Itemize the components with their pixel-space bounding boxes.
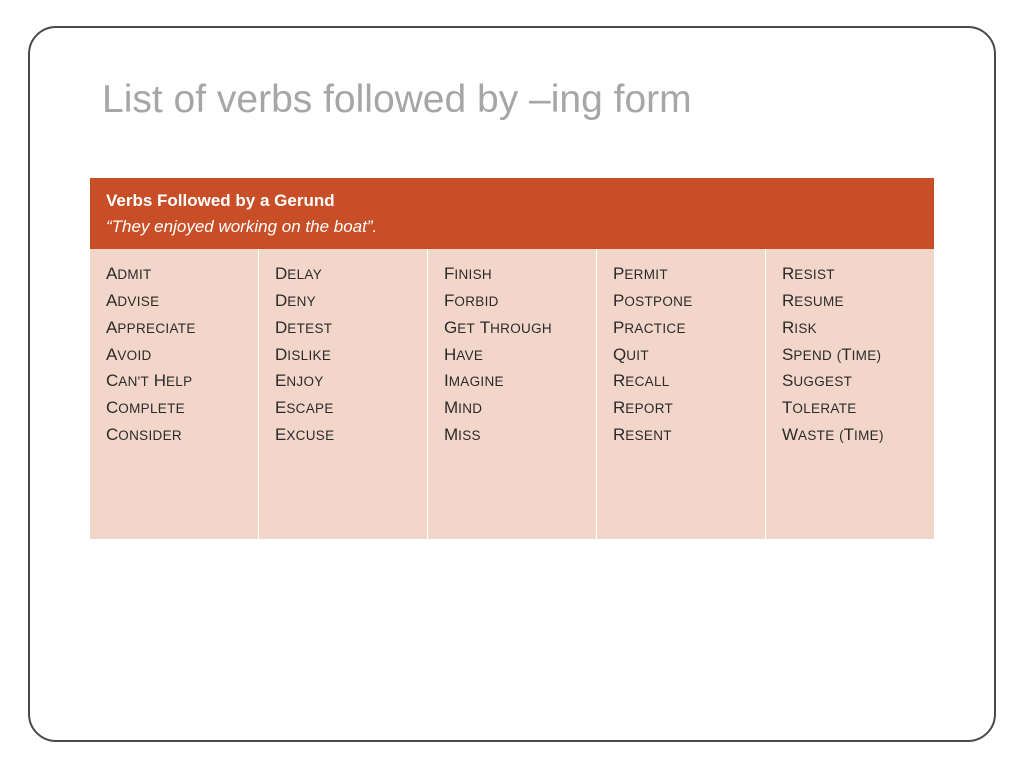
verb-item: DISLIKE <box>275 342 417 369</box>
verb-item: APPRECIATE <box>106 315 248 342</box>
verb-item: ADVISE <box>106 288 248 315</box>
verb-item: MIND <box>444 395 586 422</box>
verb-item: POSTPONE <box>613 288 755 315</box>
table-body: ADMITADVISEAPPRECIATEAVOIDCAN'T HELPCOMP… <box>90 249 934 539</box>
verb-item: DETEST <box>275 315 417 342</box>
verb-item: AVOID <box>106 342 248 369</box>
verb-item: RESUME <box>782 288 924 315</box>
verb-item: SPEND (TIME) <box>782 342 924 369</box>
verb-item: QUIT <box>613 342 755 369</box>
table-col-3: FINISHFORBIDGET THROUGHHAVEIMAGINEMINDMI… <box>427 249 596 539</box>
verb-item: HAVE <box>444 342 586 369</box>
verb-item: IMAGINE <box>444 368 586 395</box>
slide-title: List of verbs followed by –ing form <box>102 78 934 122</box>
verb-item: DENY <box>275 288 417 315</box>
verb-item: CAN'T HELP <box>106 368 248 395</box>
verb-item: FORBID <box>444 288 586 315</box>
verb-item: RESENT <box>613 422 755 449</box>
verb-item: ESCAPE <box>275 395 417 422</box>
slide-frame: List of verbs followed by –ing form Verb… <box>28 26 996 742</box>
verb-item: CONSIDER <box>106 422 248 449</box>
verb-item: EXCUSE <box>275 422 417 449</box>
header-example: “They enjoyed working on the boat”. <box>106 214 918 240</box>
verb-item: PRACTICE <box>613 315 755 342</box>
verb-item: COMPLETE <box>106 395 248 422</box>
table-header: Verbs Followed by a Gerund “They enjoyed… <box>90 178 934 249</box>
verb-item: TOLERATE <box>782 395 924 422</box>
table-col-2: DELAYDENYDETESTDISLIKEENJOYESCAPEEXCUSE <box>258 249 427 539</box>
verb-item: WASTE (TIME) <box>782 422 924 449</box>
header-title: Verbs Followed by a Gerund <box>106 188 918 214</box>
table-col-5: RESISTRESUMERISKSPEND (TIME)SUGGESTTOLER… <box>765 249 934 539</box>
verb-table: Verbs Followed by a Gerund “They enjoyed… <box>90 178 934 539</box>
verb-item: ENJOY <box>275 368 417 395</box>
table-col-4: PERMITPOSTPONEPRACTICEQUITRECALLREPORTRE… <box>596 249 765 539</box>
table-col-1: ADMITADVISEAPPRECIATEAVOIDCAN'T HELPCOMP… <box>90 249 258 539</box>
verb-item: RECALL <box>613 368 755 395</box>
verb-item: RESIST <box>782 261 924 288</box>
verb-item: SUGGEST <box>782 368 924 395</box>
verb-item: REPORT <box>613 395 755 422</box>
verb-item: DELAY <box>275 261 417 288</box>
verb-item: ADMIT <box>106 261 248 288</box>
verb-item: FINISH <box>444 261 586 288</box>
verb-item: RISK <box>782 315 924 342</box>
verb-item: PERMIT <box>613 261 755 288</box>
verb-item: MISS <box>444 422 586 449</box>
verb-item: GET THROUGH <box>444 315 586 342</box>
